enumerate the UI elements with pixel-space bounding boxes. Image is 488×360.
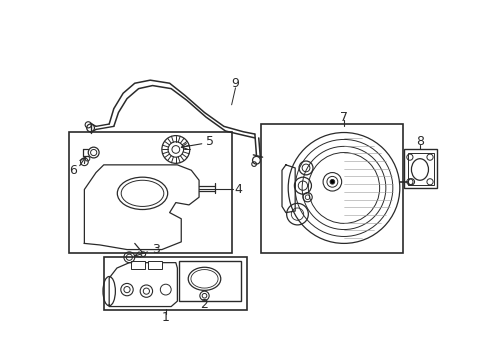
Text: 3: 3 (151, 243, 159, 256)
Text: 7: 7 (339, 111, 347, 123)
Bar (148, 261, 162, 269)
Bar (69, 132, 231, 253)
Bar (404, 149, 436, 188)
Text: 6: 6 (69, 164, 77, 177)
Bar (131, 261, 144, 269)
Text: 8: 8 (415, 135, 423, 148)
Text: 2: 2 (200, 298, 208, 311)
Text: 9: 9 (231, 77, 239, 90)
Text: 4: 4 (233, 183, 241, 196)
Text: 1: 1 (162, 311, 169, 324)
Text: 5: 5 (205, 135, 213, 148)
Bar (103, 257, 246, 310)
Bar (407, 153, 433, 185)
Circle shape (329, 180, 334, 184)
Bar (261, 124, 402, 253)
Bar (179, 261, 241, 301)
